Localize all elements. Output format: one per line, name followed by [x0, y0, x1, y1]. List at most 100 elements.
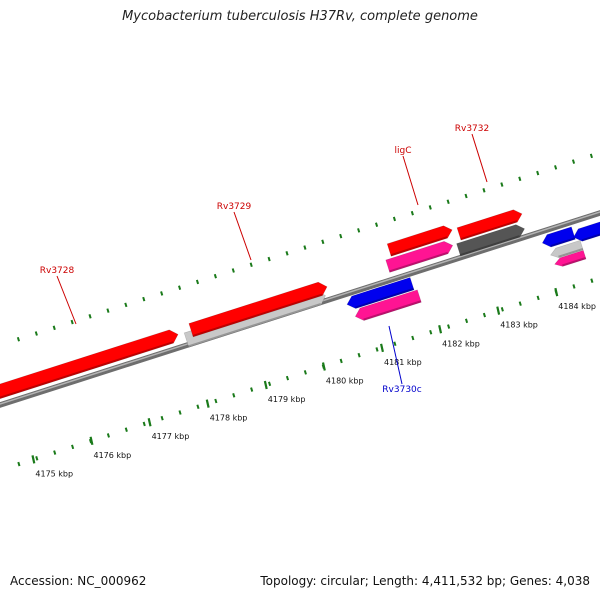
gene-rv3732-arrow: [456, 209, 523, 241]
lower-tick-row-minor-tick: [303, 370, 307, 375]
accession-text: Accession: NC_000962: [10, 574, 147, 588]
upper-tick-row-minor-tick: [357, 228, 361, 233]
lower-tick-row-minor-tick: [590, 278, 594, 283]
lower-tick-row-major-tick: [321, 362, 326, 371]
gene-feature-13-arrow: [554, 249, 587, 267]
upper-tick-row-minor-tick: [249, 262, 253, 268]
upper-tick-row-minor-tick: [52, 325, 56, 331]
gene-feature-4-arrow: [346, 277, 415, 309]
label-layer: Rv3728 Rv3729 Rv3730c ligC Rv3732: [40, 124, 489, 395]
gene-ligc-shade: [389, 251, 449, 273]
gene-feature-4-shade: [355, 287, 415, 309]
gene-feature-7-shade: [390, 236, 448, 257]
scale-label: 4178 kbp: [210, 414, 248, 423]
lower-tick-row-minor-tick: [142, 421, 146, 427]
lower-tick-row-minor-tick: [196, 404, 200, 410]
upper-tick-row-minor-tick: [160, 291, 164, 296]
gene-feature-11-arrow: [573, 221, 600, 242]
lower-tick-row-minor-tick: [53, 450, 57, 455]
gene-feature-10-shade: [550, 237, 576, 248]
scale-label: 4182 kbp: [442, 339, 480, 348]
lower-tick-row-minor-tick: [285, 375, 290, 381]
lower-tick-row-major-tick: [31, 455, 36, 464]
gene-rv3728-arrow: [0, 329, 179, 400]
scale-label: 4177 kbp: [152, 432, 190, 441]
upper-tick-row-minor-tick: [267, 256, 271, 262]
gene-feature-7-arrow: [386, 225, 453, 257]
upper-tick-row-minor-tick: [178, 285, 182, 290]
lower-tick-row-minor-tick: [482, 312, 486, 318]
gene-rv3729-arrow: [188, 281, 328, 338]
gene-rv3730c-shade: [363, 300, 422, 321]
gene-rv3730c-arrow: [354, 289, 422, 321]
gene-ligc-arrow: [385, 241, 454, 273]
lower-tick-row-minor-tick: [500, 307, 504, 312]
lower-tick-row-major-tick: [263, 380, 268, 390]
upper-tick-row-minor-tick: [321, 239, 325, 245]
gene-feature-8-arrow: [456, 224, 525, 257]
lower-tick-row-minor-tick: [214, 398, 218, 404]
page-title: Mycobacterium tuberculosis H37Rv, comple…: [122, 9, 478, 24]
upper-tick-row-minor-tick: [392, 216, 397, 222]
upper-tick-row-minor-tick: [518, 176, 522, 182]
gene-feature-13-shade: [562, 257, 587, 267]
lower-tick-row-minor-tick: [35, 456, 39, 461]
lower-tick-row-minor-tick: [268, 381, 272, 387]
upper-tick-row-minor-tick: [554, 165, 558, 170]
scale-label: 4176 kbp: [93, 451, 131, 460]
upper-tick-row-minor-tick: [303, 245, 307, 250]
upper-tick-row-minor-tick: [410, 210, 414, 216]
lower-tick-row-minor-tick: [339, 358, 343, 364]
upper-tick-row-minor-tick: [589, 153, 593, 159]
gene-ligc-label: ligC: [395, 146, 412, 156]
lower-tick-row-minor-tick: [106, 433, 110, 438]
gene-rv3729-label: Rv3729: [217, 202, 252, 212]
upper-tick-row-minor-tick: [142, 296, 146, 302]
upper-tick-row-minor-tick: [482, 187, 486, 193]
lower-tick-row-major-tick: [205, 399, 210, 408]
scale-label: 4184 kbp: [558, 302, 596, 311]
lower-tick-row-minor-tick: [124, 427, 128, 432]
upper-tick-row-minor-tick: [374, 222, 379, 227]
upper-tick-row-minor-tick: [195, 279, 200, 285]
upper-tick-row-minor-tick: [124, 302, 128, 308]
upper-tick-row-minor-tick: [34, 331, 38, 336]
gene-rv3730c-label: Rv3730c: [382, 385, 421, 395]
lower-tick-row-minor-tick: [250, 387, 254, 392]
lower-tick-row-major-tick: [89, 436, 94, 446]
genome-backbone: [0, 210, 600, 408]
gene-ligc-leader-line: [402, 155, 419, 206]
gene-feature-12-shade: [558, 247, 584, 258]
scale-label: 4181 kbp: [384, 358, 422, 367]
gene-feature-11-shade: [581, 233, 600, 242]
gene-rv3728-label: Rv3728: [40, 266, 75, 276]
gene-feature-10-arrow: [541, 226, 576, 248]
upper-tick-row-minor-tick: [446, 199, 450, 205]
lower-tick-row-minor-tick: [518, 301, 522, 306]
upper-tick-row-minor-tick: [339, 233, 343, 239]
gene-rv3729-leader-line: [233, 211, 252, 261]
upper-tick-row-minor-tick: [571, 159, 576, 164]
lower-tick-row-major-tick: [147, 417, 152, 427]
lower-tick-row-minor-tick: [17, 461, 21, 467]
genome-summary-text: Topology: circular; Length: 4,411,532 bp…: [260, 574, 590, 588]
upper-tick-row-minor-tick: [231, 268, 235, 273]
lower-tick-row-major-tick: [380, 343, 384, 353]
lower-tick-row-minor-tick: [71, 444, 75, 450]
lower-tick-row-minor-tick: [375, 347, 379, 352]
lower-tick-row-minor-tick: [572, 284, 576, 289]
lower-tick-row-minor-tick: [393, 341, 397, 347]
upper-tick-row-minor-tick: [88, 314, 92, 319]
lower-tick-row-minor-tick: [357, 352, 361, 358]
feature-layer: [0, 209, 600, 400]
lower-tick-row-minor-tick: [464, 318, 469, 324]
gene-rv3729-shade: [192, 293, 323, 337]
lower-tick-row-minor-tick: [429, 329, 433, 335]
upper-tick-row-minor-tick: [106, 308, 110, 313]
lower-tick-row-minor-tick: [178, 410, 182, 415]
scale-label: 4180 kbp: [326, 376, 364, 385]
upper-tick-row-minor-tick: [428, 205, 432, 210]
gene-feature-8-shade: [459, 235, 520, 257]
lower-tick-row-major-tick: [496, 306, 501, 315]
